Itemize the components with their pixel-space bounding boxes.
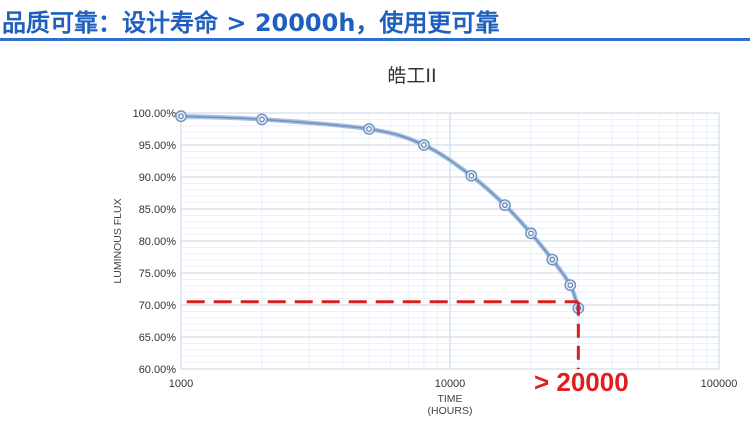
grid-major bbox=[180, 112, 720, 370]
annotations bbox=[186, 300, 580, 369]
y-axis-title: LUMINOUS FLUX bbox=[112, 198, 124, 283]
header-divider bbox=[0, 38, 750, 41]
y-tick-label: 65.00% bbox=[139, 332, 177, 344]
x-axis-title-line2: (HOURS) bbox=[428, 405, 473, 417]
data-point-core bbox=[549, 256, 555, 263]
y-tick-label: 95.00% bbox=[139, 140, 177, 152]
data-point-core bbox=[567, 282, 573, 288]
data-point-core bbox=[528, 230, 534, 237]
x-tick-label: 10000 bbox=[435, 378, 466, 390]
slide-title: 品质可靠：设计寿命 > 20000h，使用更可靠 bbox=[2, 9, 500, 37]
data-point-core bbox=[502, 202, 508, 208]
slide-header: 品质可靠：设计寿命 > 20000h，使用更可靠 bbox=[0, 0, 750, 41]
y-tick-label: 70.00% bbox=[139, 300, 177, 312]
data-point-core bbox=[259, 116, 265, 123]
chart-title: 皓工II bbox=[387, 65, 436, 87]
x-tick-label: 1000 bbox=[169, 378, 193, 390]
series-line bbox=[180, 115, 580, 309]
x-axis-title-line1: TIME bbox=[437, 393, 462, 405]
data-point-core bbox=[468, 173, 474, 179]
data-series bbox=[175, 110, 585, 315]
annotation-label: > 20000 bbox=[534, 367, 629, 397]
y-tick-label: 100.00% bbox=[133, 108, 177, 120]
y-axis-ticks: 100.00% 95.00% 90.00% 85.00% 80.00% 75.00% 70.… bbox=[133, 108, 177, 376]
y-tick-label: 75.00% bbox=[139, 268, 177, 280]
data-point-core bbox=[421, 142, 427, 148]
y-tick-label: 60.00% bbox=[139, 364, 177, 376]
y-tick-label: 85.00% bbox=[139, 204, 177, 216]
x-axis-ticks: 1000 10000 100000 bbox=[169, 378, 738, 390]
y-tick-label: 90.00% bbox=[139, 172, 177, 184]
data-point-core bbox=[366, 126, 372, 132]
y-tick-label: 80.00% bbox=[139, 236, 177, 248]
x-tick-label: 100000 bbox=[701, 378, 738, 390]
data-point-core bbox=[178, 113, 184, 119]
